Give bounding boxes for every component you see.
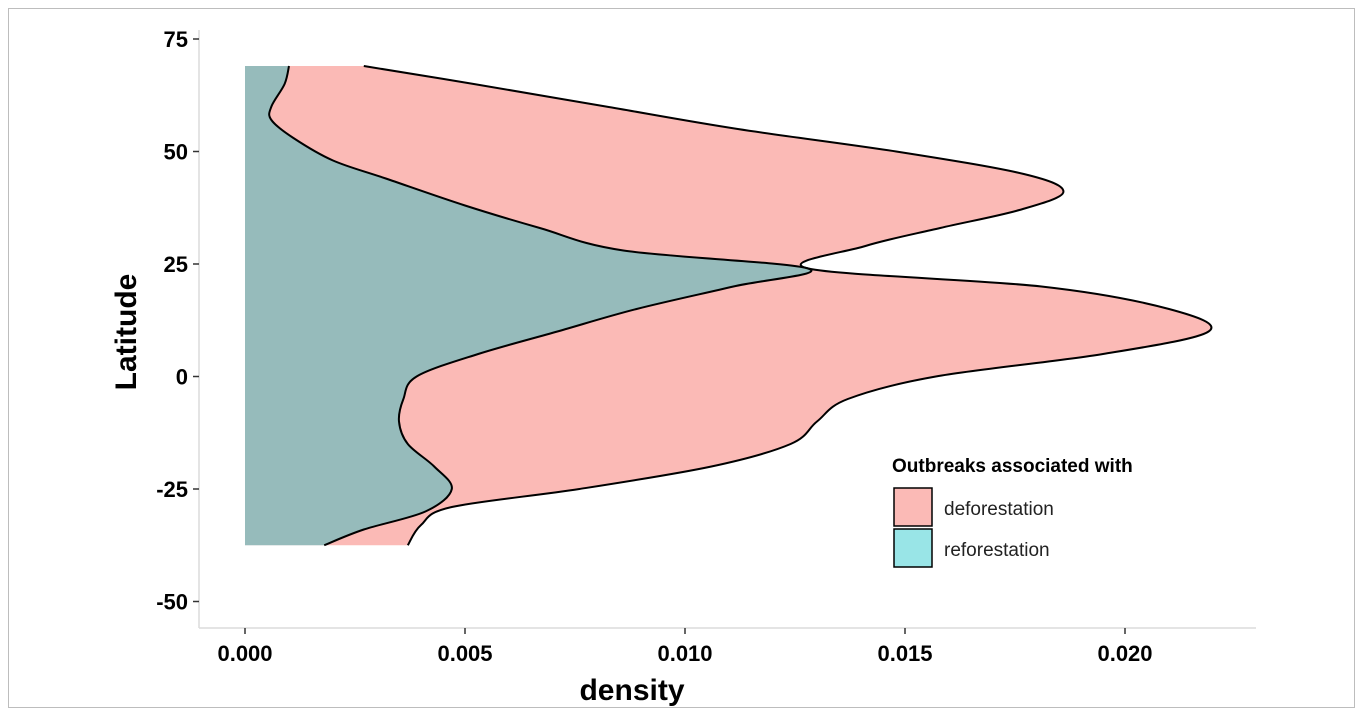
x-tick-label: 0.005 xyxy=(437,641,492,666)
x-axis-ticks: 0.000 0.005 0.010 0.015 0.020 xyxy=(217,628,1153,666)
legend: Outbreaks associated with deforestation r… xyxy=(892,456,1133,568)
x-tick-label: 0.015 xyxy=(877,641,932,666)
x-tick-label: 0.000 xyxy=(217,641,272,666)
y-tick-label: 75 xyxy=(164,27,188,52)
y-tick-label: 50 xyxy=(164,140,188,165)
axes: 75 50 25 0 -25 -50 0.000 0.005 0.010 0.015 0.020 xyxy=(156,27,1256,666)
x-axis-title: density xyxy=(579,674,684,707)
legend-label-deforestation: deforestation xyxy=(944,499,1054,520)
density-areas xyxy=(245,65,1213,547)
legend-label-reforestation: reforestation xyxy=(944,540,1050,561)
y-tick-label: 0 xyxy=(176,365,188,390)
x-tick-label: 0.010 xyxy=(657,641,712,666)
legend-swatch-reforestation xyxy=(893,528,933,568)
y-tick-label: 25 xyxy=(164,252,188,277)
area-reforestation xyxy=(245,66,812,546)
y-tick-label: -50 xyxy=(156,590,188,615)
y-axis-ticks: 75 50 25 0 -25 -50 xyxy=(156,27,199,615)
area-deforestation xyxy=(245,66,1212,546)
legend-swatch-deforestation xyxy=(893,487,933,527)
y-tick-label: -25 xyxy=(156,477,188,502)
curve-deforestation xyxy=(363,65,1213,546)
legend-title: Outbreaks associated with xyxy=(892,456,1133,477)
legend-items: deforestation reforestation xyxy=(893,487,1054,568)
x-tick-label: 0.020 xyxy=(1097,641,1152,666)
y-axis-title: Latitude xyxy=(110,274,143,391)
curve-reforestation xyxy=(268,65,813,547)
